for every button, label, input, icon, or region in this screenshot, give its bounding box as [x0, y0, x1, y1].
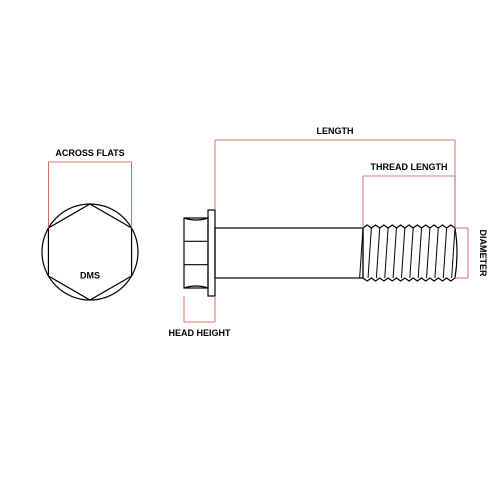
length-label: LENGTH: [317, 126, 354, 136]
bolt-diagram: ACROSS FLATS DMS LENGTH THREAD LENGTH HE…: [0, 0, 500, 500]
across-flats-dimension: ACROSS FLATS: [48, 148, 131, 228]
bolt-shank: [215, 228, 363, 278]
across-flats-label: ACROSS FLATS: [55, 148, 124, 158]
bolt-flange: [208, 210, 215, 296]
length-dimension: LENGTH: [215, 126, 455, 228]
head-height-dimension: HEAD HEIGHT: [168, 296, 231, 338]
thread-length-label: THREAD LENGTH: [371, 162, 448, 172]
hex-center-label: DMS: [80, 270, 100, 280]
hex-head-front-view: ACROSS FLATS DMS: [42, 148, 138, 300]
bolt-head: [184, 218, 208, 288]
diameter-dimension: DIAMETER: [455, 228, 488, 278]
thread-length-dimension: THREAD LENGTH: [363, 162, 455, 228]
diameter-label: DIAMETER: [478, 230, 488, 278]
bolt-thread: [360, 225, 457, 281]
bolt-side-view: [184, 210, 457, 296]
head-height-label: HEAD HEIGHT: [168, 328, 231, 338]
